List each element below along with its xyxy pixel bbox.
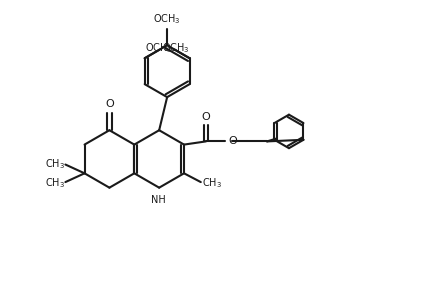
Text: CH$_3$: CH$_3$ [45,176,65,190]
Text: OCH$_3$: OCH$_3$ [145,41,172,55]
Text: OCH$_3$: OCH$_3$ [162,41,190,55]
Text: O: O [228,136,237,146]
Text: CH$_3$: CH$_3$ [201,176,222,190]
Text: O: O [106,99,115,109]
Text: OCH$_3$: OCH$_3$ [153,12,181,26]
Text: CH$_3$: CH$_3$ [45,157,65,171]
Text: NH: NH [151,195,166,205]
Text: O: O [202,112,210,122]
